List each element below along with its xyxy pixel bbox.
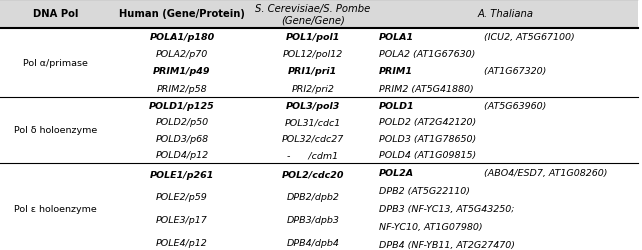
Text: POLE2/p59: POLE2/p59 bbox=[156, 193, 208, 202]
Text: POLD3/p68: POLD3/p68 bbox=[155, 134, 209, 143]
Text: POLA2/p70: POLA2/p70 bbox=[156, 50, 208, 59]
Text: Pol ε holoenzyme: Pol ε holoenzyme bbox=[15, 204, 97, 213]
Text: POLE4/p12: POLE4/p12 bbox=[156, 238, 208, 246]
Text: PRI1/pri1: PRI1/pri1 bbox=[288, 67, 338, 76]
Text: POLA2 (AT1G67630): POLA2 (AT1G67630) bbox=[379, 50, 475, 59]
Text: (ICU2, AT5G67100): (ICU2, AT5G67100) bbox=[481, 33, 575, 42]
Text: Pol δ holoenzyme: Pol δ holoenzyme bbox=[14, 126, 98, 135]
Text: POL31/cdc1: POL31/cdc1 bbox=[285, 118, 341, 126]
Text: PRI2/pri2: PRI2/pri2 bbox=[291, 84, 334, 93]
Text: POLD3 (AT1G78650): POLD3 (AT1G78650) bbox=[379, 134, 476, 143]
Text: (AT1G67320): (AT1G67320) bbox=[481, 67, 546, 76]
Text: PRIM1/p49: PRIM1/p49 bbox=[153, 67, 211, 76]
Text: POL3/pol3: POL3/pol3 bbox=[286, 101, 340, 110]
Text: DPB4/dpb4: DPB4/dpb4 bbox=[286, 238, 340, 246]
Text: POLE1/p261: POLE1/p261 bbox=[150, 170, 214, 179]
Text: POLD1/p125: POLD1/p125 bbox=[149, 101, 215, 110]
Text: POLD2 (AT2G42120): POLD2 (AT2G42120) bbox=[379, 118, 476, 126]
Text: PRIM2/p58: PRIM2/p58 bbox=[157, 84, 207, 93]
Text: POLD2/p50: POLD2/p50 bbox=[155, 118, 209, 126]
Text: POLA1/p180: POLA1/p180 bbox=[150, 33, 214, 42]
Text: DPB2 (AT5G22110): DPB2 (AT5G22110) bbox=[379, 186, 470, 195]
Text: POLD1: POLD1 bbox=[379, 101, 414, 110]
Text: POLD4 (AT1G09815): POLD4 (AT1G09815) bbox=[379, 151, 476, 160]
Text: POLD4/p12: POLD4/p12 bbox=[155, 151, 209, 160]
Text: POL2A: POL2A bbox=[379, 168, 413, 177]
Text: (AT5G63960): (AT5G63960) bbox=[481, 101, 546, 110]
Text: DPB2/dpb2: DPB2/dpb2 bbox=[286, 193, 340, 202]
Bar bbox=[0, 0, 639, 29]
Text: POLA1: POLA1 bbox=[379, 33, 413, 42]
Text: POL2/cdc20: POL2/cdc20 bbox=[282, 170, 344, 179]
Text: Pol α/primase: Pol α/primase bbox=[23, 58, 89, 68]
Text: PRIM1: PRIM1 bbox=[379, 67, 413, 76]
Text: (ABO4/ESD7, AT1G08260): (ABO4/ESD7, AT1G08260) bbox=[481, 168, 607, 177]
Text: DNA Pol: DNA Pol bbox=[33, 9, 78, 19]
Text: DPB4 (NF-YB11, AT2G27470): DPB4 (NF-YB11, AT2G27470) bbox=[379, 240, 515, 249]
Text: S. Cerevisiae/S. Pombe
(Gene/Gene): S. Cerevisiae/S. Pombe (Gene/Gene) bbox=[256, 4, 370, 25]
Text: DPB3 (NF-YC13, AT5G43250;: DPB3 (NF-YC13, AT5G43250; bbox=[379, 204, 514, 213]
Text: -      /cdm1: - /cdm1 bbox=[288, 151, 338, 160]
Text: A. Thaliana: A. Thaliana bbox=[478, 9, 534, 19]
Text: DPB3/dpb3: DPB3/dpb3 bbox=[286, 215, 340, 224]
Text: PRIM2 (AT5G41880): PRIM2 (AT5G41880) bbox=[379, 84, 473, 93]
Text: POL32/cdc27: POL32/cdc27 bbox=[282, 134, 344, 143]
Text: NF-YC10, AT1G07980): NF-YC10, AT1G07980) bbox=[379, 222, 482, 231]
Text: Human (Gene/Protein): Human (Gene/Protein) bbox=[119, 9, 245, 19]
Text: POL1/pol1: POL1/pol1 bbox=[286, 33, 340, 42]
Text: POLE3/p17: POLE3/p17 bbox=[156, 215, 208, 224]
Text: POL12/pol12: POL12/pol12 bbox=[282, 50, 343, 59]
